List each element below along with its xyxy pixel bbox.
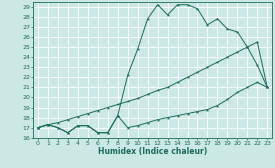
X-axis label: Humidex (Indice chaleur): Humidex (Indice chaleur) [98, 147, 207, 156]
